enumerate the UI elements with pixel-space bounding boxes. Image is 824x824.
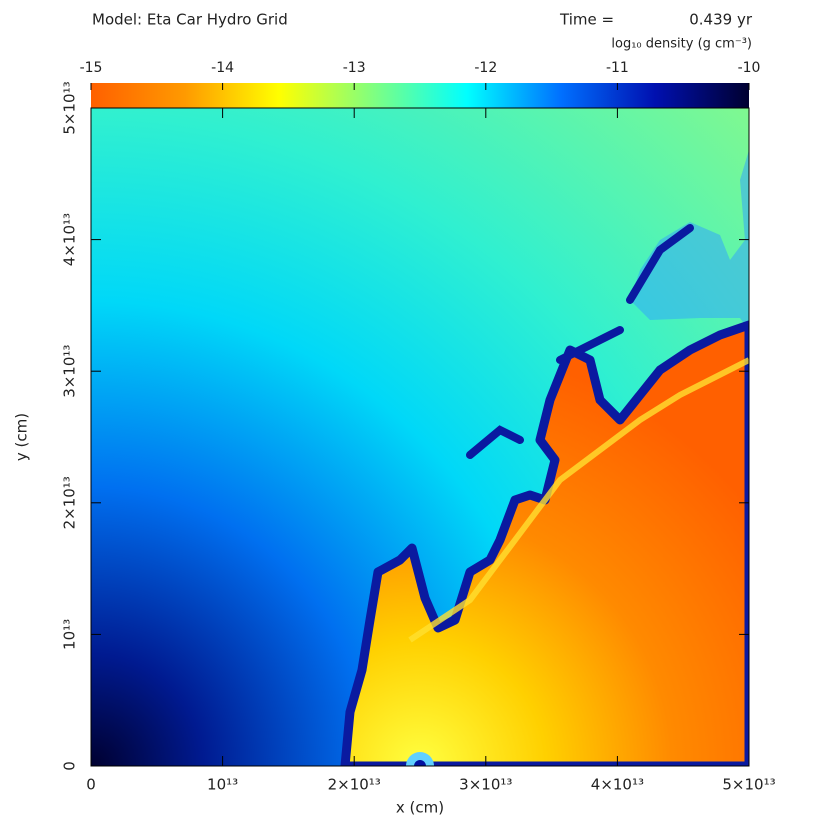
time-value: 0.439 yr xyxy=(689,11,753,29)
colorbar-tick-label: -11 xyxy=(606,60,629,76)
x-tick-label: 10¹³ xyxy=(207,776,238,794)
y-tick-label: 10¹³ xyxy=(61,619,79,650)
x-tick-label: 2×10¹³ xyxy=(328,776,381,794)
y-axis-label: y (cm) xyxy=(13,413,31,461)
x-tick-label: 5×10¹³ xyxy=(722,776,775,794)
colorbar-tick-label: -12 xyxy=(474,60,497,76)
y-tick-label: 3×10¹³ xyxy=(61,345,79,398)
x-tick-label: 4×10¹³ xyxy=(591,776,644,794)
x-axis-label: x (cm) xyxy=(396,799,444,817)
colorbar-tick-label: -15 xyxy=(80,60,103,76)
colorbar-label: log₁₀ density (g cm⁻³) xyxy=(611,37,752,52)
chart-title: Model: Eta Car Hydro Grid xyxy=(92,11,288,29)
y-tick-label: 4×10¹³ xyxy=(61,213,79,266)
x-tick-label: 0 xyxy=(86,776,96,794)
y-tick-label: 0 xyxy=(61,761,79,771)
colorbar-tick-label: -13 xyxy=(343,60,366,76)
plot-frame xyxy=(90,107,750,767)
y-tick-label: 2×10¹³ xyxy=(61,476,79,529)
density-field xyxy=(91,108,749,766)
colorbar-tick-label: -14 xyxy=(211,60,234,76)
x-tick-label: 3×10¹³ xyxy=(459,776,512,794)
y-tick-label: 5×10¹³ xyxy=(61,81,79,134)
colorbar xyxy=(91,83,749,108)
time-label: Time = xyxy=(559,11,614,29)
colorbar-tick-label: -10 xyxy=(738,60,761,76)
